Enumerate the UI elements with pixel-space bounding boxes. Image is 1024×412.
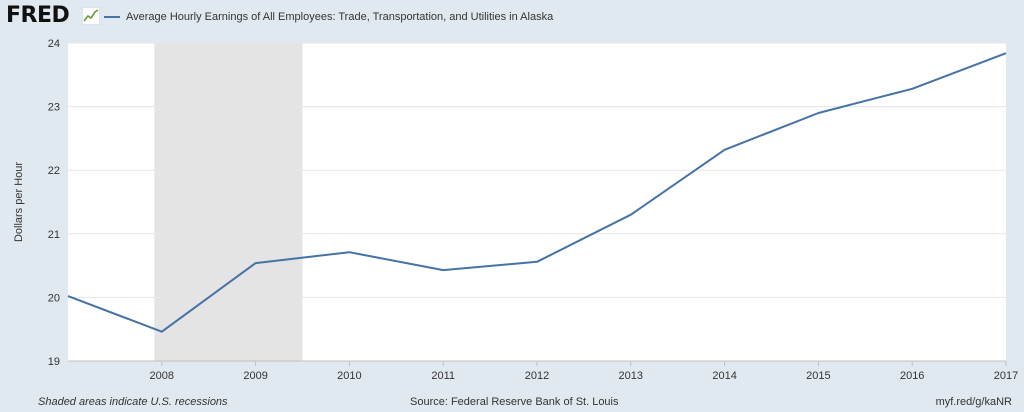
x-tick-label: 2008 xyxy=(150,370,174,382)
y-tick-label: 21 xyxy=(48,229,60,241)
x-tick-label: 2017 xyxy=(994,370,1018,382)
data-point[interactable] xyxy=(627,211,635,219)
y-tick-label: 24 xyxy=(48,38,60,50)
x-tick-label: 2011 xyxy=(431,370,455,382)
data-point[interactable] xyxy=(158,328,166,336)
data-point[interactable] xyxy=(64,292,72,300)
x-tick-label: 2014 xyxy=(712,370,736,382)
recession-note: Shaded areas indicate U.S. recessions xyxy=(38,396,228,408)
y-axis-title: Dollars per Hour xyxy=(13,162,25,242)
chart-header: FRED Average Hourly Earnings of All Empl… xyxy=(0,0,1024,34)
x-axis-ticks: 2008 2009 2010 2011 2012 2013 2014 2015 2016 2017 xyxy=(68,360,1018,382)
y-tick-label: 22 xyxy=(48,165,60,177)
data-point[interactable] xyxy=(1002,49,1010,57)
x-tick-label: 2010 xyxy=(337,370,361,382)
x-tick-label: 2013 xyxy=(619,370,643,382)
recession-band-0 xyxy=(154,43,303,361)
x-tick-label: 2016 xyxy=(900,370,924,382)
legend-swatch xyxy=(104,16,120,18)
x-tick-label: 2009 xyxy=(243,370,267,382)
legend-label: Average Hourly Earnings of All Employees… xyxy=(126,11,554,23)
y-axis-ticks: 19 20 21 22 23 24 xyxy=(48,38,60,368)
data-point[interactable] xyxy=(345,248,353,256)
fred-trend-icon xyxy=(82,7,100,25)
data-point[interactable] xyxy=(439,266,447,274)
data-point[interactable] xyxy=(252,259,260,267)
y-tick-label: 20 xyxy=(48,292,60,304)
y-tick-label: 23 xyxy=(48,102,60,114)
chart-legend: Average Hourly Earnings of All Employees… xyxy=(104,10,553,24)
data-point[interactable] xyxy=(721,146,729,154)
y-tick-label: 19 xyxy=(48,356,60,368)
source-text: Source: Federal Reserve Bank of St. Loui… xyxy=(410,396,619,408)
data-point[interactable] xyxy=(908,85,916,93)
recession-shading xyxy=(154,43,303,361)
x-tick-label: 2012 xyxy=(525,370,549,382)
short-url-link[interactable]: myf.red/g/kaNR xyxy=(935,396,1012,408)
series-layer xyxy=(64,49,1010,336)
data-point[interactable] xyxy=(533,258,541,266)
fred-logo[interactable]: FRED xyxy=(6,3,70,28)
x-tick-label: 2015 xyxy=(806,370,830,382)
data-point[interactable] xyxy=(814,109,822,117)
series-line-0[interactable] xyxy=(67,52,1007,333)
